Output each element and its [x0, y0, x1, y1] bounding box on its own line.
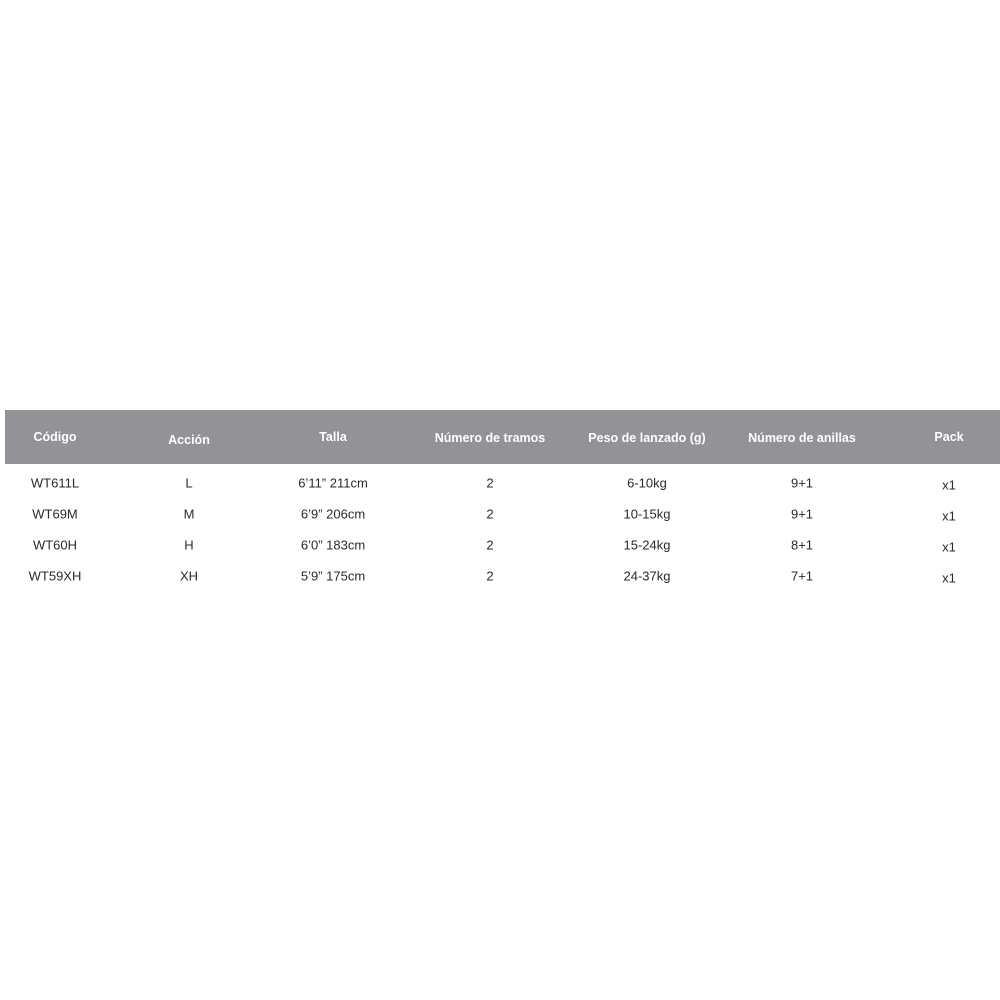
cell-codigo: WT69M [32, 506, 78, 522]
cell-accion: XH [179, 568, 199, 584]
cell-accion: M [183, 506, 195, 522]
header-accion: Acción [168, 433, 210, 447]
cell-codigo: WT60H [32, 537, 78, 553]
cell-peso: 24-37kg [623, 568, 671, 584]
cell-tramos: 2 [486, 506, 494, 522]
cell-anillas: 8+1 [790, 537, 814, 553]
cell-pack: x1 [942, 539, 956, 555]
cell-talla: 6’9” 206cm [300, 506, 366, 522]
cell-talla: 6’0” 183cm [300, 537, 366, 553]
header-talla: Talla [319, 430, 347, 444]
header-codigo: Código [33, 430, 77, 444]
header-peso: Peso de lanzado (g) [588, 431, 706, 445]
cell-peso: 10-15kg [623, 506, 671, 522]
cell-talla: 5’9” 175cm [300, 568, 366, 584]
cell-codigo: WT59XH [28, 568, 82, 584]
cell-tramos: 2 [486, 568, 494, 584]
header-anillas: Número de anillas [748, 431, 856, 445]
table-header [5, 410, 1000, 464]
cell-peso: 6-10kg [627, 475, 667, 491]
cell-pack: x1 [942, 477, 956, 493]
cell-tramos: 2 [486, 475, 494, 491]
cell-pack: x1 [942, 570, 956, 586]
cell-peso: 15-24kg [623, 537, 671, 553]
header-pack: Pack [934, 430, 964, 444]
cell-anillas: 7+1 [790, 568, 814, 584]
cell-accion: L [185, 475, 193, 491]
header-tramos: Número de tramos [434, 431, 546, 445]
cell-tramos: 2 [486, 537, 494, 553]
cell-anillas: 9+1 [790, 506, 814, 522]
cell-codigo: WT611L [30, 475, 80, 491]
cell-accion: H [184, 537, 194, 553]
cell-anillas: 9+1 [790, 475, 814, 491]
cell-talla: 6’11” 211cm [298, 475, 368, 491]
cell-pack: x1 [942, 508, 956, 524]
